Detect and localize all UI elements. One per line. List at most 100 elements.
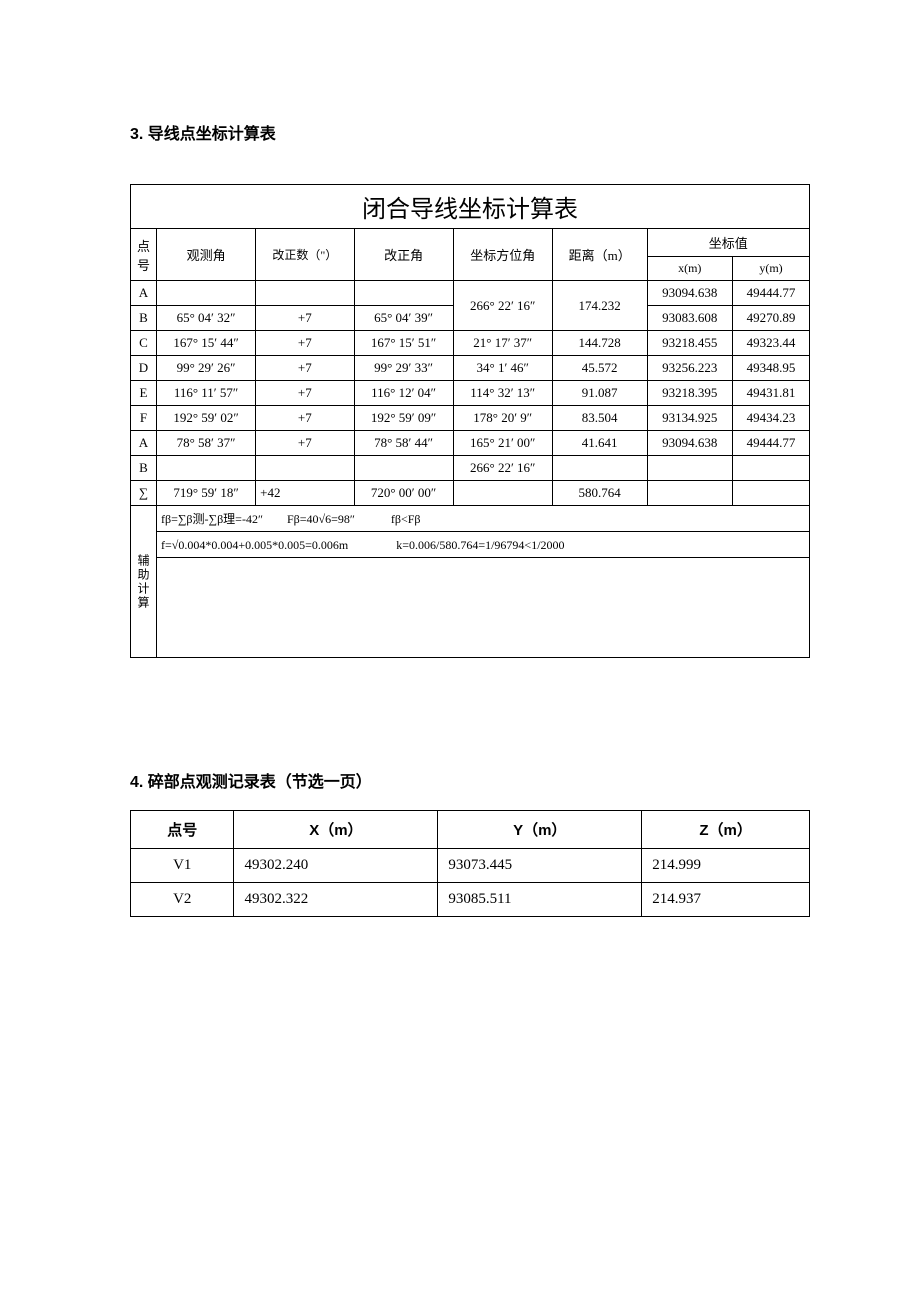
- cell-cang: 192° 59′ 09″: [354, 406, 453, 431]
- sum-row: ∑ 719° 59′ 18″ +42 720° 00′ 00″ 580.764: [131, 481, 810, 506]
- cell-cang: 167° 15′ 51″: [354, 331, 453, 356]
- cell-cang: 116° 12′ 04″: [354, 381, 453, 406]
- cell-x: 93094.638: [647, 281, 733, 306]
- aux-empty: [157, 558, 810, 658]
- table-row: A 266° 22′ 16″ 174.232 93094.638 49444.7…: [131, 281, 810, 306]
- cell-dist: [552, 456, 647, 481]
- aux-line-1: fβ=∑β测-∑β理=-42″ Fβ=40√6=98″ fβ<Fβ: [157, 506, 810, 532]
- cell-dist: 580.764: [552, 481, 647, 506]
- cell-corr: +7: [256, 356, 354, 381]
- cell-pt: B: [131, 306, 157, 331]
- cell-obs: 719° 59′ 18″: [157, 481, 256, 506]
- cell-dist: 174.232: [552, 281, 647, 331]
- cell-corr: +7: [256, 431, 354, 456]
- traverse-table-title: 闭合导线坐标计算表: [131, 185, 810, 229]
- section-3-title: 3. 导线点坐标计算表: [130, 120, 810, 144]
- cell-corr: +7: [256, 406, 354, 431]
- traverse-table: 闭合导线坐标计算表 点号 观测角 改正数（"） 改正角 坐标方位角 距离（m） …: [130, 184, 810, 658]
- hdr-obs-angle: 观测角: [157, 229, 256, 281]
- cell-cang: 720° 00′ 00″: [354, 481, 453, 506]
- hdr-correction: 改正数（"）: [256, 229, 354, 281]
- hdr-coords: 坐标值: [647, 229, 810, 257]
- cell-pt: A: [131, 431, 157, 456]
- cell-cang: 78° 58′ 44″: [354, 431, 453, 456]
- cell-corr: [256, 281, 354, 306]
- cell-obs: 167° 15′ 44″: [157, 331, 256, 356]
- cell-y: 49434.23: [733, 406, 810, 431]
- cell-x: 93083.608: [647, 306, 733, 331]
- cell-x: 93094.638: [647, 431, 733, 456]
- table-row: V2 49302.322 93085.511 214.937: [131, 883, 810, 917]
- obs-hdr-z: Z（m）: [642, 811, 810, 849]
- cell-obs: 65° 04′ 32″: [157, 306, 256, 331]
- table-title-row: 闭合导线坐标计算表: [131, 185, 810, 229]
- cell-x: [647, 456, 733, 481]
- cell-corr: +7: [256, 306, 354, 331]
- cell-az: 34° 1′ 46″: [453, 356, 552, 381]
- observation-table: 点号 X（m） Y（m） Z（m） V1 49302.240 93073.445…: [130, 810, 810, 917]
- hdr-distance: 距离（m）: [552, 229, 647, 281]
- obs-z: 214.937: [642, 883, 810, 917]
- cell-pt: D: [131, 356, 157, 381]
- cell-az: 165° 21′ 00″: [453, 431, 552, 456]
- cell-x: 93218.455: [647, 331, 733, 356]
- cell-az: 114° 32′ 13″: [453, 381, 552, 406]
- table-row: V1 49302.240 93073.445 214.999: [131, 849, 810, 883]
- cell-corr: +7: [256, 381, 354, 406]
- cell-az: [453, 481, 552, 506]
- cell-y: [733, 481, 810, 506]
- cell-y: 49270.89: [733, 306, 810, 331]
- cell-y: 49444.77: [733, 281, 810, 306]
- cell-dist: 83.504: [552, 406, 647, 431]
- cell-pt: C: [131, 331, 157, 356]
- cell-obs: 99° 29′ 26″: [157, 356, 256, 381]
- hdr-point: 点号: [131, 229, 157, 281]
- cell-az: 266° 22′ 16″: [453, 456, 552, 481]
- cell-obs: 78° 58′ 37″: [157, 431, 256, 456]
- cell-cang: 65° 04′ 39″: [354, 306, 453, 331]
- cell-obs: 192° 59′ 02″: [157, 406, 256, 431]
- section-4-title: 4. 碎部点观测记录表（节选一页）: [130, 768, 810, 792]
- cell-cang: 99° 29′ 33″: [354, 356, 453, 381]
- cell-az: 266° 22′ 16″: [453, 281, 552, 331]
- cell-corr: +42: [256, 481, 354, 506]
- cell-obs: 116° 11′ 57″: [157, 381, 256, 406]
- cell-dist: 45.572: [552, 356, 647, 381]
- hdr-y: y(m): [733, 257, 810, 281]
- cell-x: 93218.395: [647, 381, 733, 406]
- hdr-azimuth: 坐标方位角: [453, 229, 552, 281]
- obs-hdr-pt: 点号: [131, 811, 234, 849]
- cell-y: 49348.95: [733, 356, 810, 381]
- aux-line-2: f=√0.004*0.004+0.005*0.005=0.006m k=0.00…: [157, 532, 810, 558]
- obs-header-row: 点号 X（m） Y（m） Z（m）: [131, 811, 810, 849]
- obs-x: 49302.322: [234, 883, 438, 917]
- cell-y: 49444.77: [733, 431, 810, 456]
- cell-pt: A: [131, 281, 157, 306]
- aux-label: 辅助计算: [131, 506, 157, 658]
- cell-corr: [256, 456, 354, 481]
- cell-az: 21° 17′ 37″: [453, 331, 552, 356]
- cell-pt: F: [131, 406, 157, 431]
- cell-corr: +7: [256, 331, 354, 356]
- obs-hdr-x: X（m）: [234, 811, 438, 849]
- cell-cang: [354, 281, 453, 306]
- obs-x: 49302.240: [234, 849, 438, 883]
- aux-row-3: [131, 558, 810, 658]
- header-row-1: 点号 观测角 改正数（"） 改正角 坐标方位角 距离（m） 坐标值: [131, 229, 810, 257]
- obs-pt: V1: [131, 849, 234, 883]
- obs-z: 214.999: [642, 849, 810, 883]
- cell-pt: E: [131, 381, 157, 406]
- obs-y: 93085.511: [438, 883, 642, 917]
- cell-obs: [157, 281, 256, 306]
- cell-cang: [354, 456, 453, 481]
- cell-dist: 91.087: [552, 381, 647, 406]
- hdr-x: x(m): [647, 257, 733, 281]
- cell-y: 49323.44: [733, 331, 810, 356]
- obs-pt: V2: [131, 883, 234, 917]
- obs-y: 93073.445: [438, 849, 642, 883]
- cell-obs: [157, 456, 256, 481]
- cell-dist: 41.641: [552, 431, 647, 456]
- cell-x: 93134.925: [647, 406, 733, 431]
- cell-pt: B: [131, 456, 157, 481]
- hdr-corrected-angle: 改正角: [354, 229, 453, 281]
